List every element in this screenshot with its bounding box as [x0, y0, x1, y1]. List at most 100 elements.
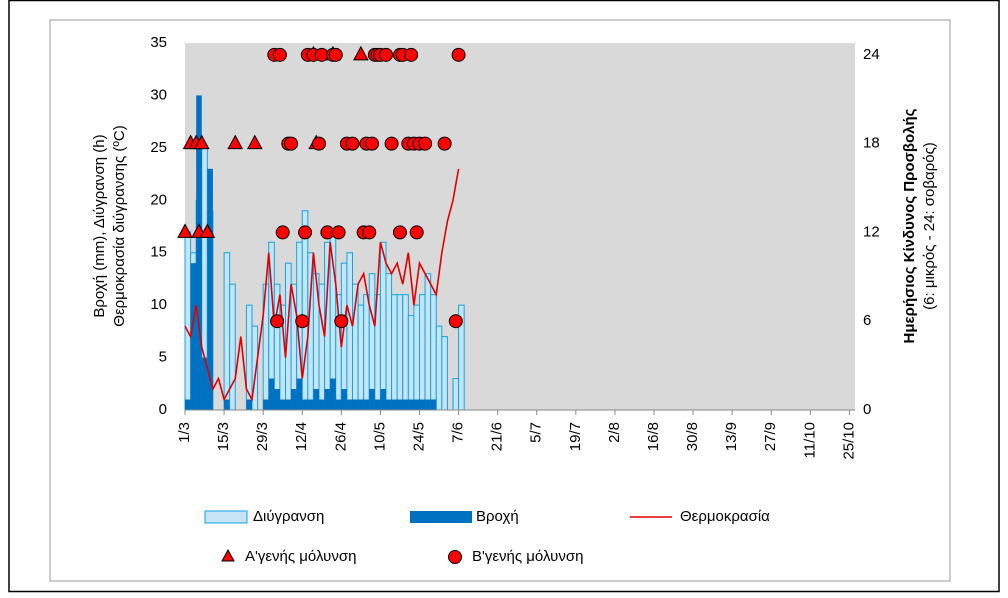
- x-tick-label: 30/8: [684, 422, 701, 451]
- marker: [345, 136, 360, 151]
- bar: [374, 399, 381, 410]
- bar: [419, 294, 426, 411]
- y-axis-label: Βροχή (mm), Διύγρανση (h): [91, 134, 108, 317]
- bar: [335, 399, 342, 410]
- legend-label: B'γενής μόλυνση: [472, 548, 583, 565]
- y2-tick-label: 24: [863, 46, 880, 63]
- marker: [275, 225, 290, 240]
- bar: [413, 304, 420, 411]
- marker: [298, 225, 313, 240]
- marker: [365, 136, 380, 151]
- bar: [430, 294, 437, 411]
- bar: [380, 389, 386, 410]
- bar: [224, 399, 230, 410]
- bar: [363, 399, 370, 410]
- x-tick-label: 5/7: [528, 422, 545, 443]
- y-tick-label: 5: [159, 349, 167, 366]
- marker: [334, 314, 349, 329]
- outer-frame: [8, 0, 1000, 593]
- bar: [430, 399, 437, 410]
- bar: [346, 399, 353, 410]
- y-axis-label: Θερμοκρασία διύγρανσης (ºC): [111, 125, 128, 326]
- bar: [391, 294, 398, 411]
- x-tick-label: 29/3: [254, 422, 271, 451]
- bar: [229, 283, 236, 411]
- bar: [419, 399, 426, 410]
- x-tick-label: 2/8: [606, 422, 623, 443]
- marker: [437, 136, 452, 151]
- x-tick-label: 24/5: [410, 422, 427, 451]
- bar: [279, 399, 286, 410]
- bar: [302, 399, 308, 410]
- bar: [425, 399, 431, 410]
- y2-tick-label: 6: [863, 312, 871, 329]
- bar: [357, 304, 365, 411]
- legend-swatch: [448, 550, 462, 564]
- bar: [318, 283, 326, 411]
- marker: [199, 223, 216, 238]
- bar: [352, 399, 359, 410]
- marker: [328, 47, 343, 62]
- bar: [435, 325, 443, 411]
- x-tick-label: 26/4: [332, 422, 349, 451]
- marker: [384, 136, 399, 151]
- bar: [223, 252, 231, 411]
- bar: [397, 399, 403, 410]
- x-tick-label: 25/10: [840, 422, 857, 460]
- bar: [386, 399, 392, 410]
- legend-swatch: [221, 548, 235, 562]
- bar: [441, 336, 448, 411]
- legend-label: Βροχή: [476, 508, 519, 525]
- bar: [313, 389, 319, 410]
- marker: [379, 47, 393, 62]
- marker: [331, 225, 346, 240]
- bar: [358, 399, 364, 410]
- legend-swatch: [204, 510, 248, 524]
- marker: [295, 314, 310, 329]
- bar: [379, 241, 387, 411]
- bar: [369, 389, 375, 410]
- marker: [270, 314, 285, 329]
- x-tick-label: 15/3: [215, 422, 232, 451]
- line: [184, 168, 460, 403]
- x-tick-label: 13/9: [723, 422, 740, 451]
- marker: [246, 134, 263, 150]
- y-tick-label: 20: [150, 191, 167, 208]
- y-tick-label: 30: [150, 86, 167, 103]
- bar: [330, 378, 336, 410]
- x-tick-label: 1/3: [176, 422, 193, 443]
- x-tick-label: 19/7: [567, 422, 584, 451]
- bar: [324, 389, 331, 410]
- bar: [263, 399, 269, 410]
- marker: [409, 225, 424, 240]
- bar: [268, 378, 275, 410]
- marker: [418, 136, 433, 151]
- bar: [307, 399, 314, 410]
- bar: [408, 399, 414, 410]
- marker: [312, 136, 326, 151]
- bar: [201, 357, 208, 410]
- bar: [402, 399, 409, 410]
- marker: [284, 136, 299, 151]
- bar: [207, 168, 213, 410]
- marker: [177, 223, 193, 238]
- y2-axis-label: (6: μικρός - 24: σοβαρός): [921, 142, 938, 310]
- marker: [227, 134, 244, 150]
- x-tick-label: 11/10: [801, 422, 818, 458]
- x-tick-label: 7/6: [450, 422, 467, 443]
- bar: [319, 399, 325, 410]
- bar: [346, 252, 353, 411]
- legend-label: A'γενής μόλυνση: [245, 548, 356, 565]
- marker: [404, 47, 419, 62]
- x-tick-label: 12/4: [293, 422, 310, 451]
- marker: [353, 45, 369, 61]
- bar: [301, 210, 309, 411]
- bar: [285, 399, 292, 410]
- x-tick-label: 10/5: [371, 422, 388, 451]
- bar: [296, 378, 303, 410]
- x-tick-label: 21/6: [489, 422, 506, 451]
- y-tick-label: 15: [150, 244, 167, 261]
- bar: [402, 294, 409, 411]
- bar: [391, 399, 398, 410]
- y2-tick-label: 12: [863, 223, 880, 240]
